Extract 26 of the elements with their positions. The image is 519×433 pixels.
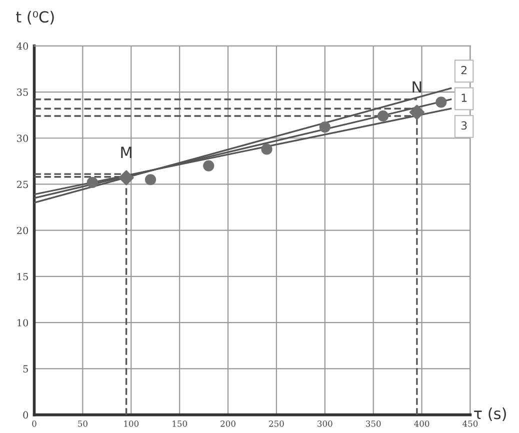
x-tick-label: 250 bbox=[269, 420, 284, 427]
x-tick-label: 350 bbox=[366, 420, 381, 427]
y-tick-label: 30 bbox=[17, 134, 28, 142]
y-axis-title: t (⁰C) bbox=[16, 10, 54, 24]
series-label: 2 bbox=[461, 66, 466, 74]
annotation: N bbox=[412, 81, 422, 92]
y-tick-label: 25 bbox=[16, 180, 28, 188]
y-tick-label: 20 bbox=[16, 226, 28, 234]
y-tick-label: 10 bbox=[18, 319, 28, 326]
x-axis-title: τ (s) bbox=[474, 407, 506, 422]
series-label: 3 bbox=[461, 121, 467, 130]
x-tick-label: 300 bbox=[318, 420, 332, 427]
x-tick-label: 400 bbox=[414, 420, 430, 427]
y-tick-label: 15 bbox=[18, 272, 28, 280]
x-tick-label: 450 bbox=[462, 420, 478, 427]
series-label: 1 bbox=[462, 94, 467, 102]
y-tick-label: 5 bbox=[23, 365, 28, 373]
x-tick-label: 0 bbox=[32, 420, 36, 427]
y-tick-label: 40 bbox=[16, 42, 28, 50]
x-tick-label: 50 bbox=[78, 420, 88, 427]
y-tick-label: 0 bbox=[23, 411, 28, 419]
x-tick-label: 100 bbox=[124, 420, 139, 427]
y-tick-label: 35 bbox=[17, 88, 28, 96]
annotation: M bbox=[121, 146, 132, 158]
x-tick-label: 200 bbox=[220, 420, 236, 427]
x-tick-label: 150 bbox=[172, 420, 187, 427]
